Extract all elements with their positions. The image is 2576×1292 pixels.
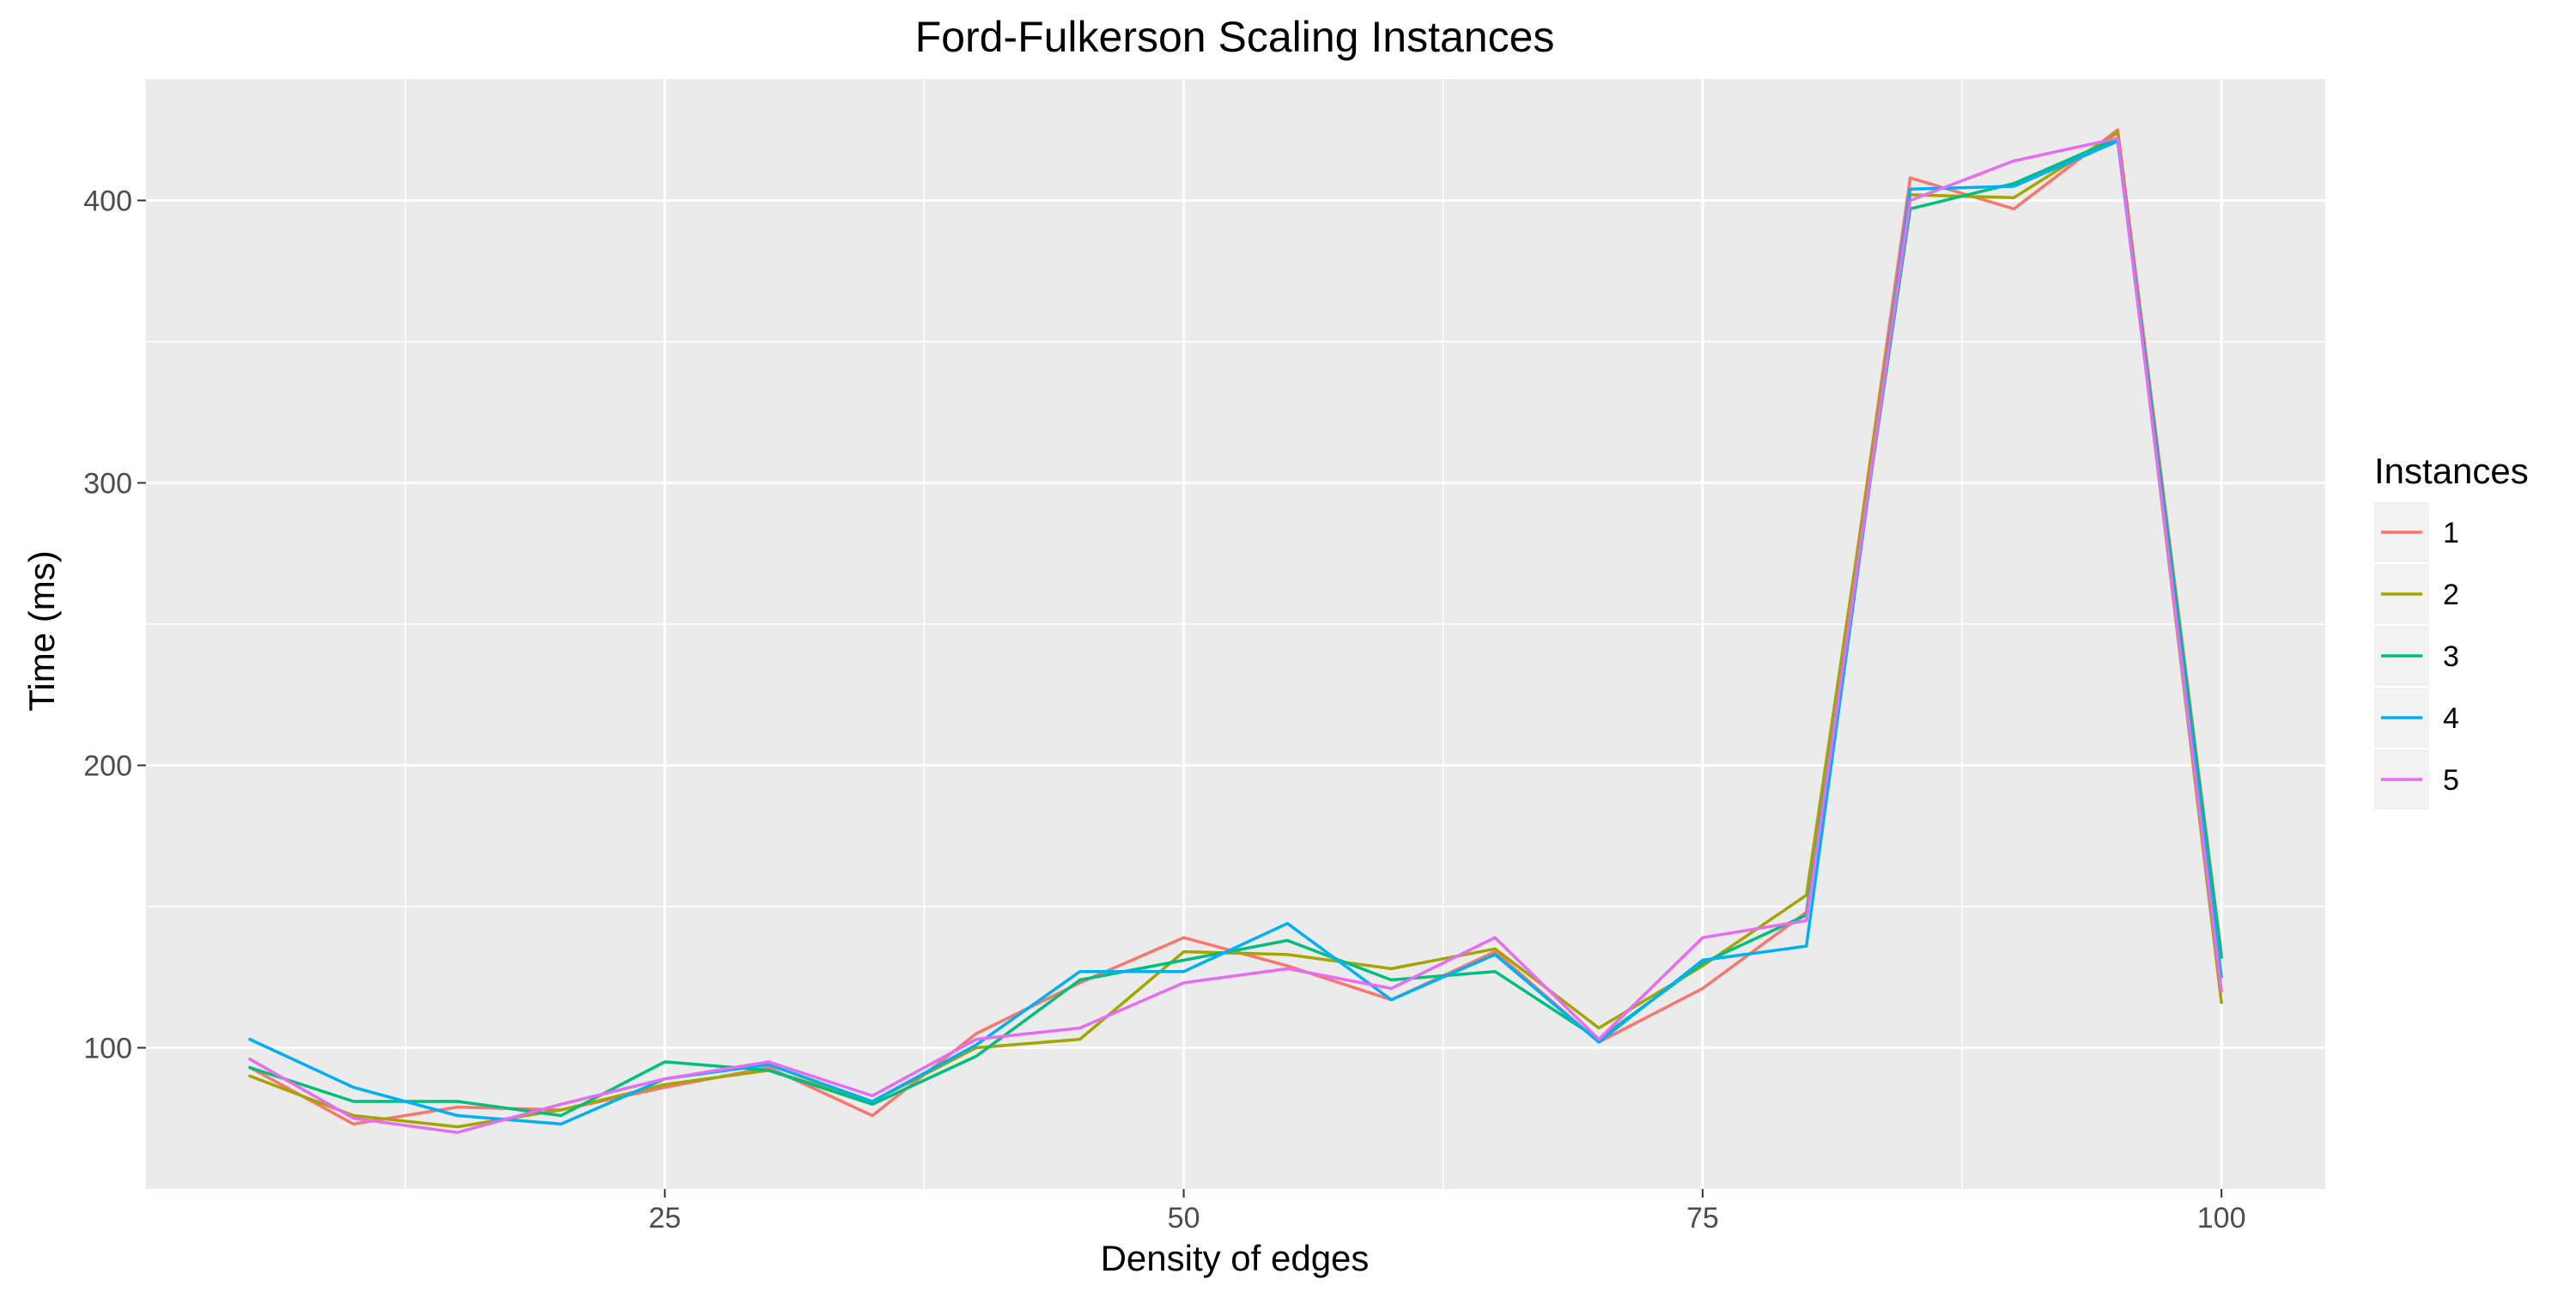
legend-item-2: 2 [2374,564,2459,624]
chart-title: Ford-Fulkerson Scaling Instances [915,13,1555,61]
series-line-5 [248,136,2223,1134]
legend-label: 3 [2443,640,2459,673]
series-lines [248,128,2223,1134]
x-axis-ticks: 25 50 75 100 [648,1189,2246,1234]
x-tick-label: 50 [1168,1202,1200,1234]
legend-label: 4 [2443,702,2459,735]
legend-label: 5 [2443,764,2459,797]
major-gridlines [146,79,2325,1189]
legend: Instances 1 2 3 4 5 [2374,451,2529,810]
y-axis-label: Time (ms) [21,550,62,711]
legend-item-4: 4 [2374,688,2459,748]
x-tick-label: 100 [2197,1202,2246,1234]
legend-title: Instances [2374,451,2529,491]
legend-item-1: 1 [2374,502,2459,562]
legend-label: 2 [2443,579,2459,611]
y-tick-label: 400 [83,185,132,217]
minor-gridlines [146,79,2325,1189]
legend-item-5: 5 [2374,749,2459,810]
x-tick-label: 75 [1686,1202,1719,1234]
x-axis-label: Density of edges [1101,1238,1370,1278]
legend-item-3: 3 [2374,626,2459,686]
legend-label: 1 [2443,517,2459,549]
legend-items: 1 2 3 4 5 [2374,502,2459,810]
x-tick-label: 25 [648,1202,681,1234]
y-tick-label: 200 [83,749,132,782]
y-tick-label: 100 [83,1032,132,1065]
plot-panel [146,79,2325,1189]
y-axis-ticks: 100 200 300 400 [83,185,146,1065]
y-tick-label: 300 [83,467,132,500]
